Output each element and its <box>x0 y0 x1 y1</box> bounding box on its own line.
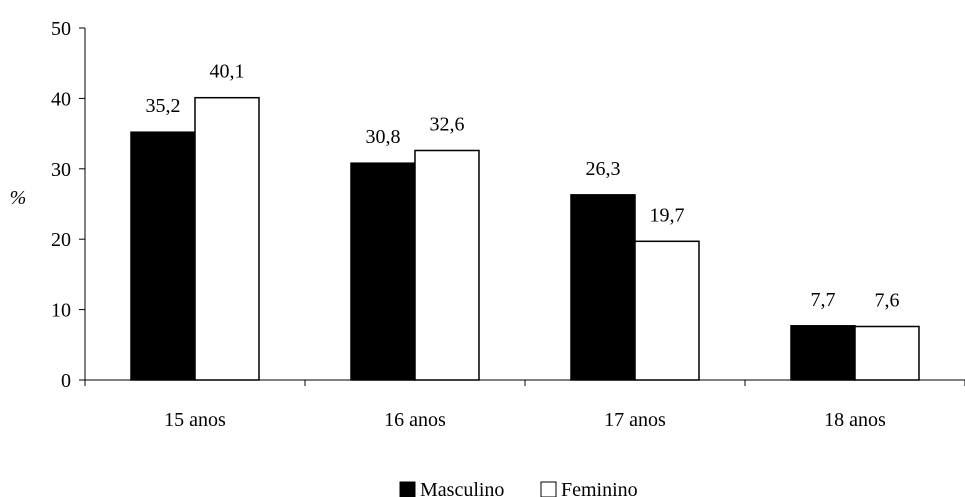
data-label-masculino-1: 35,2 <box>146 95 181 117</box>
bar-masculino-3 <box>570 194 636 381</box>
data-labels-group: 35,2 40,1 30,8 32,6 26,3 19,7 7,7 7,6 <box>146 61 900 312</box>
data-label-masculino-4: 7,7 <box>811 289 836 311</box>
y-tick-label: 10 <box>51 300 71 322</box>
data-label-feminino-3: 19,7 <box>650 204 685 226</box>
x-tick-label: 17 anos <box>604 409 666 431</box>
y-tick-label: 20 <box>51 229 71 251</box>
bar-masculino-2 <box>350 162 416 381</box>
y-tick-label: 50 <box>51 18 71 40</box>
data-label-feminino-2: 32,6 <box>430 113 465 135</box>
legend-label-masculino: Masculino <box>420 479 504 497</box>
legend-swatch-masculino <box>399 481 416 497</box>
data-label-feminino-1: 40,1 <box>210 61 245 83</box>
bar-feminino-4 <box>854 325 920 381</box>
y-tick-label: 0 <box>61 370 71 392</box>
y-axis-label: % <box>10 187 27 209</box>
data-label-masculino-3: 26,3 <box>586 158 621 180</box>
data-label-feminino-4: 7,6 <box>875 289 900 311</box>
bar-masculino-1 <box>130 131 196 381</box>
bar-feminino-2 <box>414 149 480 381</box>
x-ticks-group: 15 anos 16 anos 17 anos 18 anos <box>84 380 965 431</box>
legend: Masculino Feminino <box>399 479 638 497</box>
y-tick-label: 30 <box>51 159 71 181</box>
x-tick-label: 16 anos <box>384 409 446 431</box>
bar-feminino-1 <box>194 96 260 381</box>
y-tick-label: 40 <box>51 88 71 110</box>
legend-swatch-feminino <box>540 481 557 497</box>
x-tick-label: 15 anos <box>164 409 226 431</box>
legend-label-feminino: Feminino <box>561 479 638 497</box>
data-label-masculino-2: 30,8 <box>366 126 401 148</box>
y-ticks-group: 0 10 20 30 40 50 <box>51 18 85 392</box>
x-tick-label: 18 anos <box>824 409 886 431</box>
bar-feminino-3 <box>634 240 700 381</box>
bar-masculino-4 <box>790 325 856 381</box>
bars-group <box>130 96 920 381</box>
